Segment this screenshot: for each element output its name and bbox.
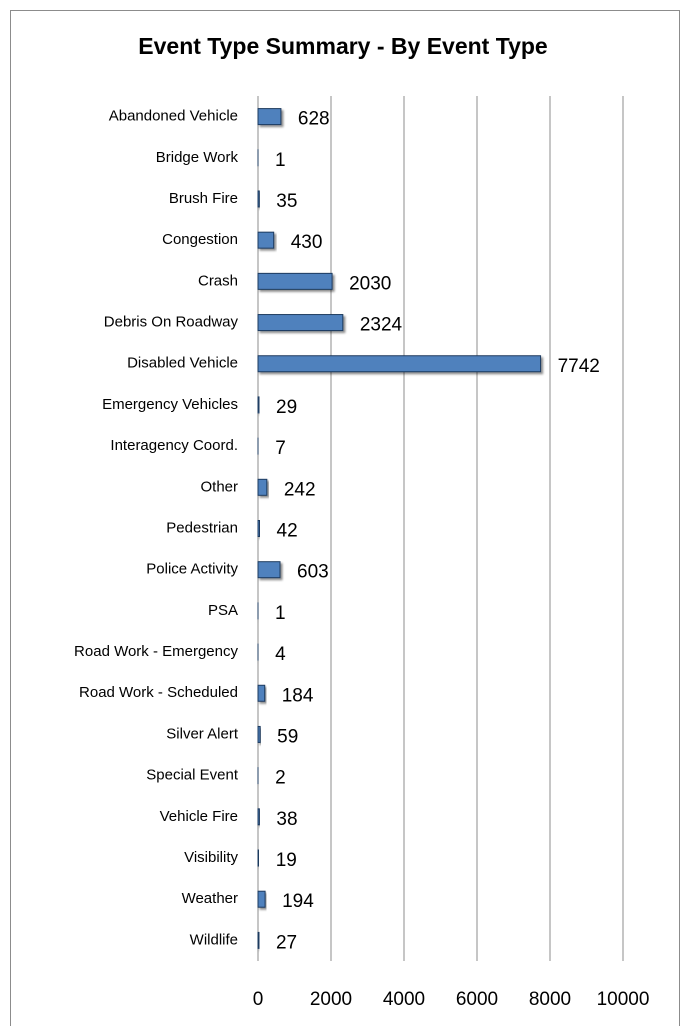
data-label: 603 <box>297 562 329 583</box>
y-tick-label: Bridge Work <box>156 149 239 166</box>
bar <box>257 520 261 537</box>
data-label: 19 <box>276 850 297 871</box>
y-tick-label: Disabled Vehicle <box>127 355 238 372</box>
y-tick-label: Weather <box>182 890 238 907</box>
y-tick-label: Interagency Coord. <box>110 437 238 454</box>
y-tick-label: Road Work - Scheduled <box>79 684 238 701</box>
bar <box>257 314 344 332</box>
x-tick-label: 4000 <box>383 989 425 1010</box>
data-label: 1 <box>275 150 286 171</box>
y-tick-label: Crash <box>198 272 238 289</box>
data-label: 29 <box>276 397 297 418</box>
bar <box>257 190 260 208</box>
bar <box>257 931 260 949</box>
data-label: 42 <box>277 521 298 542</box>
y-tick-label: Wildlife <box>190 931 238 948</box>
bar <box>257 561 281 579</box>
y-tick-label: Visibility <box>184 849 238 866</box>
bar <box>257 231 275 249</box>
data-label: 35 <box>276 191 297 212</box>
data-label: 2324 <box>360 315 403 336</box>
y-tick-label: Vehicle Fire <box>160 808 238 825</box>
y-tick-label: Congestion <box>162 231 238 248</box>
y-tick-label: Brush Fire <box>169 190 238 207</box>
data-label: 2030 <box>349 273 391 294</box>
y-tick-label: Debris On Roadway <box>104 314 239 331</box>
data-label: 628 <box>298 109 330 130</box>
bar <box>257 272 333 290</box>
data-label: 184 <box>282 685 314 706</box>
chart-frame <box>10 10 680 1026</box>
bar <box>257 684 266 702</box>
data-label: 59 <box>277 726 298 747</box>
y-tick-label: Pedestrian <box>166 519 238 536</box>
bar <box>257 478 268 496</box>
bar <box>257 890 266 908</box>
data-label: 430 <box>291 232 323 253</box>
data-label: 4 <box>275 644 286 665</box>
x-tick-label: 2000 <box>310 989 352 1010</box>
y-tick-label: PSA <box>208 602 238 619</box>
data-label: 7742 <box>558 356 600 377</box>
x-tick-label: 10000 <box>597 989 650 1010</box>
bar <box>257 849 260 867</box>
bar <box>257 108 282 126</box>
bar <box>257 396 260 414</box>
y-tick-label: Emergency Vehicles <box>102 396 238 413</box>
x-tick-label: 8000 <box>529 989 571 1010</box>
y-tick-label: Abandoned Vehicle <box>109 108 238 125</box>
data-label: 194 <box>282 891 314 912</box>
y-tick-label: Road Work - Emergency <box>74 643 238 660</box>
bar <box>257 355 542 373</box>
y-tick-label: Special Event <box>146 767 239 784</box>
chart-title: Event Type Summary - By Event Type <box>138 33 547 59</box>
y-tick-label: Police Activity <box>146 561 238 578</box>
data-label: 2 <box>275 768 286 789</box>
x-tick-label: 0 <box>253 989 264 1010</box>
data-label: 7 <box>275 438 286 459</box>
data-label: 38 <box>276 809 297 830</box>
data-label: 27 <box>276 932 297 953</box>
x-tick-label: 6000 <box>456 989 498 1010</box>
y-tick-label: Other <box>200 478 238 495</box>
bar <box>257 808 260 826</box>
data-label: 242 <box>284 479 316 500</box>
bar <box>257 725 261 743</box>
y-tick-label: Silver Alert <box>166 725 239 742</box>
data-label: 1 <box>275 603 286 624</box>
